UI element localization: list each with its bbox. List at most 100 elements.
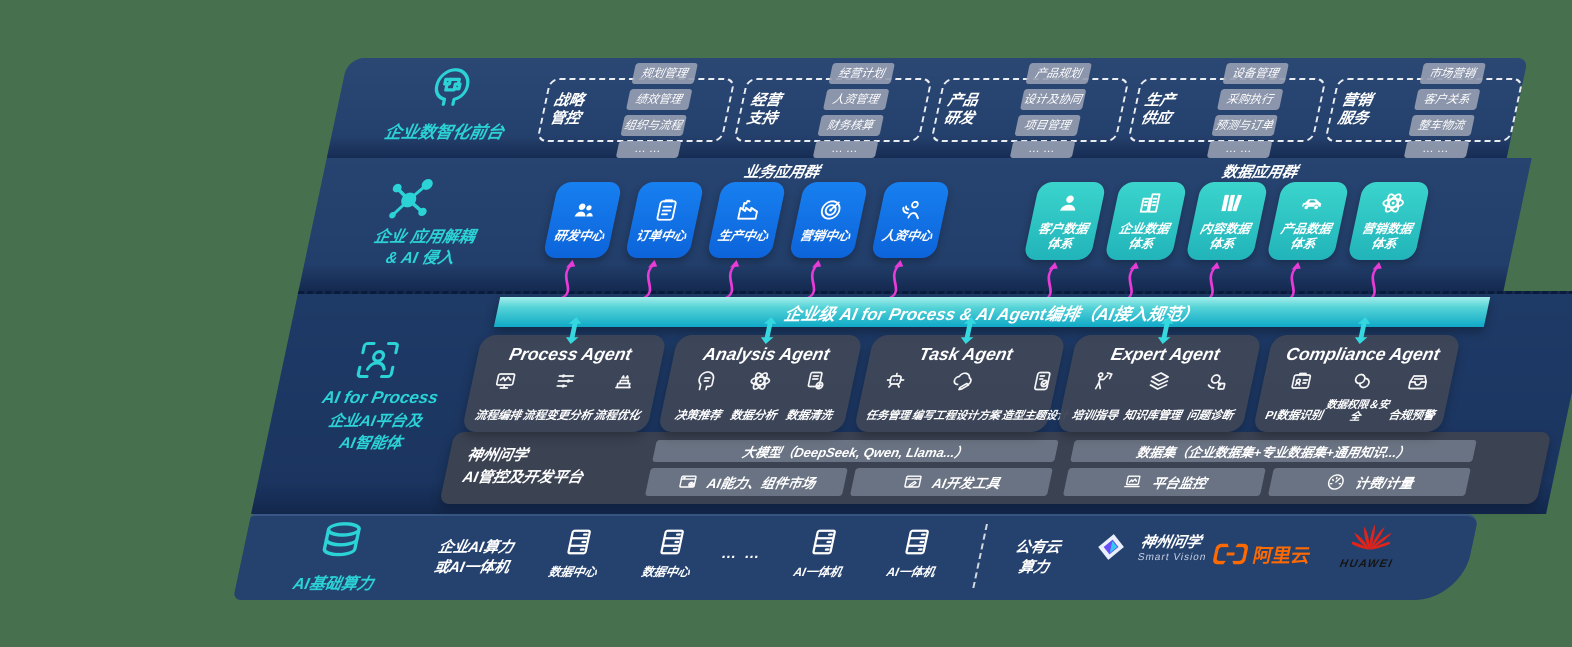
aliyun-name: 阿里云: [1250, 545, 1313, 567]
optimize-layers-icon: [610, 369, 639, 393]
agent-card-process: Process Agent 流程编排 流程变更分析 流程优化: [461, 335, 668, 432]
user-icon: [1053, 190, 1085, 216]
agent-item: 合规预警: [1387, 369, 1444, 423]
compute-line1: 企业AI算力: [436, 539, 516, 556]
agent-item: 数据分析: [729, 369, 786, 423]
agent-title: Compliance Agent: [1284, 344, 1442, 364]
tool-label: 计费/计量: [1353, 476, 1415, 491]
tablet-check-icon: [1028, 369, 1057, 393]
ai-component-market-bar: AI能力、组件市场: [644, 468, 848, 496]
chip: 市场营销: [1419, 62, 1486, 84]
platform-model-group: 大模型（DeepSeek, Qwen, Llama...） AI能力、组件市场 …: [644, 440, 1059, 496]
agent-item: PI数据识别: [1264, 369, 1332, 423]
huawei-logo: HUAWEI: [1329, 518, 1412, 570]
chip: 客户关系: [1413, 88, 1481, 110]
szwx-name: 神州问学: [1139, 534, 1203, 551]
node-label: 数据中心: [640, 565, 692, 579]
dataset-bar: 数据集（企业数据集+专业数据集+通用知识...）: [1070, 440, 1477, 462]
chip: … …: [812, 140, 878, 158]
database-icon: [312, 519, 370, 567]
app-label: 企业数据体系: [1117, 222, 1171, 251]
atom-icon: [1377, 190, 1409, 216]
gauge-icon: [1323, 472, 1347, 492]
data-app-card: 产品数据体系: [1266, 182, 1350, 302]
chip: 设计及协同: [1019, 88, 1087, 110]
flow-arrow-icon: [635, 259, 669, 300]
building-icon: [1134, 190, 1166, 216]
server-icon: [805, 526, 844, 558]
szwx-sub: Smart Vision: [1136, 552, 1208, 563]
agent-item-label: 培训指导: [1070, 410, 1120, 422]
ellipsis-nodes: … …: [719, 545, 764, 562]
side-label-line1: AI for Process: [320, 388, 440, 407]
agent-item-label: 数据权限＆安全: [1324, 398, 1391, 423]
aliyun-logo: 阿里云: [1209, 536, 1315, 572]
layers-icon: [1145, 369, 1174, 393]
chip: … …: [615, 140, 681, 158]
agent-item-label: 数据清洗: [784, 410, 834, 422]
business-apps-title: 业务应用群: [742, 164, 821, 181]
public-cloud-label: 公有云 算力: [990, 538, 1082, 577]
side-label-line2: 企业AI平台及: [326, 412, 424, 430]
agent-item: 任务管理: [864, 369, 919, 423]
factory-icon: [733, 197, 765, 223]
agent-cards-row: Process Agent 流程编排 流程变更分析 流程优化: [461, 335, 1462, 432]
agent-item: 数据权限＆安全: [1322, 369, 1397, 423]
agent-item-label: 合规预警: [1387, 410, 1436, 422]
group-title: 战略管控: [548, 92, 586, 127]
datacenter-node: 数据中心: [628, 526, 711, 580]
agent-item-label: 流程优化: [592, 410, 642, 422]
business-app-card: 生产中心: [706, 182, 787, 300]
node-label: AI一体机: [885, 565, 937, 579]
chip: 财务核算: [817, 114, 884, 136]
id-card-icon: [1287, 369, 1316, 393]
data-apps-title: 数据应用群: [1220, 164, 1299, 181]
aliyun-icon: [1209, 536, 1253, 572]
business-app-card: 人资中心: [870, 182, 951, 300]
frontend-groups-row: 战略管控 规划管理 绩效管理 组织与流程 … … 经营支持 经营计划 人资管理 …: [536, 62, 1524, 158]
platform-label: 神州问学 AI管控及开发平台: [455, 440, 641, 496]
app-label: 内容数据体系: [1198, 222, 1252, 251]
chip: 预测与订单: [1211, 114, 1278, 136]
robot-grid-icon: [881, 369, 910, 393]
compute-line2: 或AI一体机: [432, 558, 512, 576]
chip: 组织与流程: [620, 114, 687, 136]
frontend-layer-label: 企业数智化前台: [382, 123, 506, 142]
ai-orchestration-band: 企业级 AI for Process & AI Agent编排（AI接入规范）: [493, 297, 1491, 327]
agent-card-task: Task Agent 任务管理 编写工程设计方案 造型主题设计: [853, 335, 1069, 432]
monitor-wave-icon: [491, 369, 520, 393]
szwx-diamond-icon: [1086, 526, 1137, 568]
business-app-card: 营销中心: [788, 182, 869, 300]
huawei-name: HUAWEI: [1338, 558, 1395, 570]
tool-label: AI开发工具: [930, 476, 1002, 491]
agent-item-label: 决策推荐: [673, 410, 723, 422]
data-apps-row: 客户数据体系 企业数据体系 内容数据体系 产品数据体系 营销数据体系: [1023, 182, 1431, 302]
frontend-group-marketing: 营销服务 市场营销 客户关系 整车物流 … …: [1324, 62, 1524, 158]
app-label: 研发中心: [552, 228, 606, 243]
flow-arrow-icon: [553, 259, 587, 300]
agent-item-label: 问题诊断: [1185, 410, 1235, 422]
app-label: 营销中心: [798, 228, 852, 243]
agent-item: 决策推荐: [673, 369, 730, 423]
agent-item: 流程变更分析: [521, 369, 601, 423]
business-app-card: 研发中心: [542, 182, 623, 300]
app-label: 人资中心: [880, 228, 934, 243]
browser-gear-icon: [675, 472, 699, 492]
books-icon: [1215, 190, 1247, 216]
agent-item-label: 知识库管理: [1122, 410, 1183, 422]
group-chips: 产品规划 设计及协同 项目管理 … …: [977, 62, 1124, 158]
chip: 设备管理: [1222, 62, 1289, 84]
agent-item: 数据清洗: [785, 369, 842, 423]
decouple-label-line2: & AI 侵入: [384, 249, 456, 267]
agent-title: Analysis Agent: [701, 344, 832, 364]
agent-item-label: 数据分析: [729, 410, 778, 422]
server-icon: [898, 526, 937, 558]
side-label-line3: AI智能体: [337, 435, 404, 453]
head-chat-icon: [691, 369, 720, 393]
agent-item-label: PI数据识别: [1264, 410, 1324, 422]
platform-label-line2: AI管控及开发平台: [461, 468, 585, 486]
group-chips: 设备管理 采购执行 预测与订单 … …: [1174, 62, 1321, 158]
app-label: 订单中心: [634, 228, 688, 243]
chip: 整车物流: [1408, 114, 1475, 136]
team-icon: [569, 197, 601, 223]
